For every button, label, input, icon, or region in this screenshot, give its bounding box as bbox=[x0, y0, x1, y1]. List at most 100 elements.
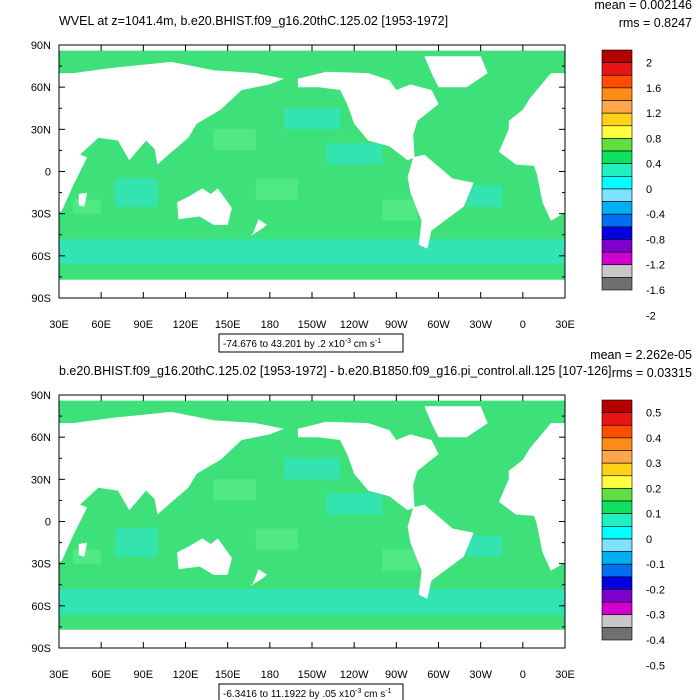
lat-label: 30S bbox=[31, 209, 51, 221]
panel-title: WVEL at z=1041.4m, b.e20.BHIST.f09_g16.2… bbox=[59, 14, 448, 28]
lon-label: 150W bbox=[298, 669, 327, 681]
lon-label: 30W bbox=[469, 319, 492, 331]
colorbar-label: -2 bbox=[646, 310, 656, 322]
lon-label: 60W bbox=[427, 669, 450, 681]
landmass bbox=[498, 61, 700, 221]
rms-value: rms = 0.03315 bbox=[612, 366, 692, 380]
lon-label: 90W bbox=[385, 669, 408, 681]
colorbar-swatch bbox=[601, 614, 633, 628]
landmass bbox=[407, 504, 474, 599]
colorbar-swatch bbox=[601, 277, 633, 291]
range-exp: -3 bbox=[355, 688, 361, 695]
range-text: -6.3416 to 11.1922 by .05 x10-3 cm s-1 bbox=[223, 688, 392, 700]
colorbar-label: -0.2 bbox=[646, 584, 665, 596]
lon-label: 120W bbox=[340, 319, 369, 331]
colorbar-label: 1.2 bbox=[646, 108, 661, 120]
colorbar-label: -1.6 bbox=[646, 285, 665, 297]
range-units-exp: -1 bbox=[385, 688, 391, 695]
lat-label: 30N bbox=[31, 124, 51, 136]
landmass bbox=[424, 406, 488, 438]
colorbar-swatch bbox=[601, 239, 633, 253]
colorbar-swatch bbox=[601, 475, 633, 489]
range-units: cm s bbox=[361, 689, 385, 700]
lat-label: 0 bbox=[45, 167, 51, 179]
colorbar-label: 0.3 bbox=[646, 458, 661, 470]
landmass bbox=[78, 192, 88, 207]
lon-label: 30E bbox=[555, 319, 575, 331]
range-box bbox=[218, 683, 404, 700]
lon-label: 30W bbox=[469, 669, 492, 681]
range-main: -6.3416 to 11.1922 by .05 x10 bbox=[223, 689, 356, 700]
colorbar-swatch bbox=[601, 176, 633, 190]
colorbar-label: 0 bbox=[646, 184, 652, 196]
colorbar-swatch bbox=[601, 576, 633, 590]
range-box bbox=[218, 333, 404, 353]
colorbar-label: -0.4 bbox=[646, 209, 665, 221]
colorbar-swatch bbox=[601, 601, 633, 616]
colorbar-swatch bbox=[601, 399, 633, 413]
colorbar-swatch bbox=[601, 188, 633, 202]
colorbar-swatch bbox=[601, 74, 633, 89]
colorbar-swatch bbox=[601, 150, 633, 164]
lat-label: 60N bbox=[31, 432, 51, 444]
lon-label: 60E bbox=[91, 669, 111, 681]
lon-label: 150E bbox=[215, 669, 241, 681]
colorbar-swatch bbox=[601, 62, 633, 76]
range-label: -6.3416 to 11.1922 by .05 x10-3 cm s-1 bbox=[218, 683, 404, 700]
colorbar-swatch bbox=[601, 563, 633, 578]
mean-value: mean = 2.262e-05 bbox=[590, 348, 692, 362]
colorbar-label: -0.3 bbox=[646, 610, 665, 622]
colorbar-swatch bbox=[601, 226, 633, 240]
lon-label: 30E bbox=[555, 669, 575, 681]
mean-value: mean = 0.002146 bbox=[594, 0, 692, 12]
lon-label: 30E bbox=[49, 669, 69, 681]
lat-label: 30N bbox=[31, 474, 51, 486]
lon-label: 120E bbox=[173, 669, 199, 681]
field-patch bbox=[326, 143, 383, 165]
lon-label: 120W bbox=[340, 669, 369, 681]
colorbar-swatch bbox=[601, 538, 633, 552]
colorbar-swatch bbox=[601, 424, 633, 439]
field-patch bbox=[115, 528, 158, 557]
colorbar-swatch bbox=[601, 500, 633, 514]
lon-label: 180 bbox=[261, 319, 279, 331]
colorbar-label: 0.4 bbox=[646, 433, 661, 445]
lon-label: 90E bbox=[134, 319, 154, 331]
colorbar-swatch bbox=[601, 251, 633, 266]
colorbar-swatch bbox=[601, 49, 633, 63]
colorbar-swatch bbox=[601, 264, 633, 278]
field-patch bbox=[73, 199, 102, 214]
panel-title: b.e20.BHIST.f09_g16.20thC.125.02 [1953-1… bbox=[59, 364, 612, 378]
lon-label: 120E bbox=[173, 319, 199, 331]
colorbar-label: 0 bbox=[646, 534, 652, 546]
lat-label: 90S bbox=[31, 643, 51, 655]
range-units: cm s bbox=[351, 339, 375, 350]
field-patch bbox=[466, 535, 502, 557]
field-patch bbox=[255, 178, 298, 200]
landmass bbox=[424, 56, 488, 88]
landmass bbox=[177, 188, 232, 225]
field-patch bbox=[283, 458, 341, 480]
colorbar-swatch bbox=[601, 627, 633, 641]
colorbar-swatch bbox=[601, 450, 633, 464]
colorbar-label: 2 bbox=[646, 58, 652, 70]
range-units-exp: -1 bbox=[375, 338, 381, 345]
field-patch bbox=[382, 199, 418, 221]
colorbar-swatch bbox=[601, 437, 633, 451]
colorbar-label: -0.1 bbox=[646, 559, 665, 571]
lat-label: 0 bbox=[45, 517, 51, 529]
colorbar-swatch bbox=[601, 412, 633, 426]
colorbar-swatch bbox=[601, 163, 633, 177]
lon-label: 90W bbox=[385, 319, 408, 331]
field-patch bbox=[466, 185, 502, 207]
landmass bbox=[177, 538, 232, 575]
colorbar-swatch bbox=[601, 526, 633, 540]
lat-label: 90N bbox=[31, 40, 51, 52]
landmass bbox=[297, 421, 439, 511]
lat-label: 60S bbox=[31, 601, 51, 613]
range-label: -74.676 to 43.201 by .2 x10-3 cm s-1 bbox=[218, 333, 404, 353]
colorbar-label: 0.4 bbox=[646, 159, 661, 171]
field-patch bbox=[326, 493, 383, 515]
colorbar-label: 0.8 bbox=[646, 133, 661, 145]
